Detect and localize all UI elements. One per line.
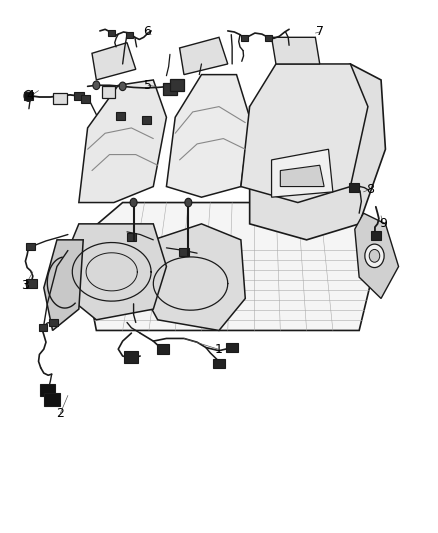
- FancyBboxPatch shape: [43, 393, 60, 406]
- Polygon shape: [140, 224, 245, 330]
- FancyBboxPatch shape: [179, 247, 189, 255]
- FancyBboxPatch shape: [26, 243, 35, 250]
- FancyBboxPatch shape: [53, 93, 67, 104]
- Circle shape: [93, 81, 100, 90]
- FancyBboxPatch shape: [26, 279, 37, 288]
- Polygon shape: [272, 149, 333, 197]
- FancyBboxPatch shape: [371, 231, 381, 240]
- FancyBboxPatch shape: [170, 79, 184, 91]
- FancyBboxPatch shape: [40, 384, 55, 396]
- FancyBboxPatch shape: [349, 183, 359, 192]
- Text: 7: 7: [316, 26, 324, 38]
- Circle shape: [369, 249, 380, 262]
- Text: 9: 9: [379, 217, 387, 230]
- FancyBboxPatch shape: [163, 83, 177, 95]
- Circle shape: [185, 198, 192, 207]
- Polygon shape: [79, 203, 381, 330]
- FancyBboxPatch shape: [226, 343, 238, 352]
- Polygon shape: [250, 64, 385, 240]
- Polygon shape: [92, 43, 136, 80]
- FancyBboxPatch shape: [74, 92, 84, 100]
- Polygon shape: [280, 165, 324, 187]
- Text: 1: 1: [214, 343, 222, 356]
- Circle shape: [119, 82, 126, 91]
- FancyBboxPatch shape: [49, 319, 58, 326]
- Polygon shape: [180, 37, 228, 75]
- Polygon shape: [44, 240, 83, 330]
- Polygon shape: [79, 80, 166, 203]
- Text: 3: 3: [21, 279, 29, 292]
- FancyBboxPatch shape: [241, 35, 248, 41]
- Text: 8: 8: [366, 183, 374, 196]
- FancyBboxPatch shape: [157, 344, 169, 354]
- Polygon shape: [241, 64, 368, 203]
- Polygon shape: [272, 37, 320, 64]
- FancyBboxPatch shape: [127, 233, 136, 241]
- Circle shape: [365, 244, 384, 268]
- FancyBboxPatch shape: [124, 351, 138, 363]
- Text: 2: 2: [57, 407, 64, 419]
- FancyBboxPatch shape: [126, 31, 133, 37]
- Text: 4: 4: [27, 90, 35, 102]
- FancyBboxPatch shape: [24, 92, 33, 100]
- FancyBboxPatch shape: [116, 112, 125, 120]
- Polygon shape: [66, 224, 166, 320]
- FancyBboxPatch shape: [39, 324, 47, 331]
- FancyBboxPatch shape: [213, 359, 225, 368]
- FancyBboxPatch shape: [81, 95, 90, 103]
- Polygon shape: [166, 75, 250, 197]
- Text: 6: 6: [143, 26, 151, 38]
- FancyBboxPatch shape: [142, 116, 151, 124]
- FancyBboxPatch shape: [102, 86, 115, 98]
- Circle shape: [130, 198, 137, 207]
- Text: 5: 5: [144, 79, 152, 92]
- Polygon shape: [355, 213, 399, 298]
- FancyBboxPatch shape: [265, 35, 272, 41]
- FancyBboxPatch shape: [108, 30, 115, 36]
